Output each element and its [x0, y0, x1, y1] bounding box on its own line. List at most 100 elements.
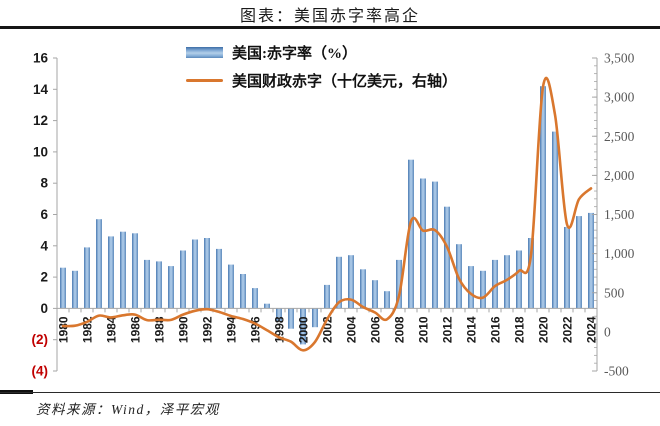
svg-text:2,000: 2,000	[604, 168, 635, 183]
legend-item-fiscal-deficit: 美国财政赤字（十亿美元，右轴）	[186, 66, 457, 94]
bar-1999	[288, 308, 294, 329]
bar-1998	[276, 308, 282, 321]
svg-text:10: 10	[33, 144, 48, 159]
bar-1989	[168, 266, 174, 309]
bar-2011	[432, 181, 438, 309]
bar-2018	[516, 250, 522, 309]
bar-1984	[108, 236, 114, 309]
svg-text:6: 6	[40, 207, 48, 222]
bar-2006	[372, 280, 378, 309]
bar-1994	[228, 264, 234, 309]
legend-item-deficit-rate: 美国:赤字率（%）	[186, 38, 457, 66]
bar-2002	[324, 284, 330, 309]
bar-2000	[300, 308, 306, 345]
bar-2022	[564, 227, 570, 309]
bar-1996	[252, 288, 258, 309]
svg-text:(2): (2)	[32, 332, 49, 347]
right-axis-labels: 3,500 3,000 2,500 2,000 1,500 1,000 500 0 -500	[592, 51, 635, 379]
svg-text:1996: 1996	[249, 316, 263, 343]
svg-text:1986: 1986	[129, 316, 143, 343]
fiscal-deficit-line	[61, 76, 593, 352]
svg-text:2016: 2016	[489, 316, 503, 343]
svg-text:2,500: 2,500	[604, 129, 635, 144]
line-series-swatch-icon	[186, 78, 223, 82]
svg-text:1990: 1990	[177, 316, 191, 343]
chart-legend: 美国:赤字率（%） 美国财政赤字（十亿美元，右轴）	[186, 38, 457, 94]
bar-1992	[204, 238, 210, 309]
bar-2020	[540, 86, 546, 309]
svg-text:2004: 2004	[345, 316, 359, 343]
x-axis-labels: 1980 1982 1984 1986 1988 1990 1992 1994 1996 1998…	[57, 316, 599, 343]
svg-text:2010: 2010	[417, 316, 431, 343]
bar-1982	[84, 247, 90, 309]
svg-text:1988: 1988	[153, 316, 167, 343]
svg-text:2: 2	[40, 270, 48, 285]
data-source-note: 资料来源：Wind，泽平宏观	[36, 402, 220, 417]
bar-2001	[312, 308, 318, 328]
bar-2010	[420, 178, 426, 309]
bar-2009	[408, 159, 414, 309]
bars	[60, 86, 594, 345]
bar-1985	[120, 231, 126, 309]
bar-2005	[360, 269, 366, 309]
svg-text:8: 8	[40, 176, 48, 191]
footer-divider	[0, 392, 660, 393]
left-axis-labels: 16 14 12 10 8 6 4 2 0 (2) (4)	[32, 51, 57, 379]
svg-text:3,500: 3,500	[604, 51, 635, 66]
title-divider	[0, 26, 660, 29]
bar-1991	[192, 239, 198, 309]
bar-1983	[96, 219, 102, 309]
svg-text:2014: 2014	[465, 316, 479, 343]
bar-2007	[384, 291, 390, 309]
legend-label-fiscal-deficit: 美国财政赤字（十亿美元，右轴）	[232, 73, 458, 90]
bar-1980	[60, 267, 66, 309]
svg-text:1992: 1992	[201, 316, 215, 343]
bar-series-swatch-icon	[186, 46, 223, 58]
bar-2004	[348, 255, 354, 309]
svg-text:2018: 2018	[513, 316, 527, 343]
bar-1990	[180, 250, 186, 309]
svg-text:3,000: 3,000	[604, 90, 635, 105]
svg-text:16: 16	[33, 51, 49, 66]
svg-text:2022: 2022	[561, 316, 575, 343]
svg-text:1994: 1994	[225, 316, 239, 343]
svg-text:0: 0	[604, 324, 611, 339]
bar-1986	[132, 233, 138, 309]
svg-text:0: 0	[40, 301, 48, 316]
bar-1997	[264, 303, 270, 309]
svg-text:2006: 2006	[369, 316, 383, 343]
legend-label-deficit-rate: 美国:赤字率（%）	[232, 45, 357, 62]
bar-1988	[156, 261, 162, 309]
svg-text:14: 14	[33, 82, 49, 97]
bar-1995	[240, 274, 246, 309]
svg-text:12: 12	[33, 113, 48, 128]
svg-text:1984: 1984	[105, 316, 119, 343]
bar-2019	[528, 238, 534, 309]
bar-2021	[552, 131, 558, 309]
svg-text:1,000: 1,000	[604, 246, 635, 261]
svg-text:1,500: 1,500	[604, 207, 635, 222]
svg-text:2000: 2000	[297, 316, 311, 343]
bar-2003	[336, 256, 342, 309]
bar-2016	[492, 259, 498, 309]
svg-text:2008: 2008	[393, 316, 407, 343]
bar-2023	[576, 216, 582, 309]
bar-2008	[396, 259, 402, 309]
svg-text:(4): (4)	[32, 364, 49, 379]
bar-2015	[480, 270, 486, 309]
svg-text:2024: 2024	[585, 316, 599, 343]
bar-1981	[72, 270, 78, 309]
svg-text:2020: 2020	[537, 316, 551, 343]
bar-2012	[444, 206, 450, 309]
bar-2014	[468, 266, 474, 309]
svg-text:-500: -500	[604, 364, 629, 379]
svg-text:1980: 1980	[57, 316, 71, 343]
bar-2017	[504, 255, 510, 309]
bar-1987	[144, 259, 150, 309]
page-title: 图表：美国赤字率高企	[239, 8, 420, 25]
svg-text:2012: 2012	[441, 316, 455, 343]
svg-text:4: 4	[40, 238, 48, 253]
